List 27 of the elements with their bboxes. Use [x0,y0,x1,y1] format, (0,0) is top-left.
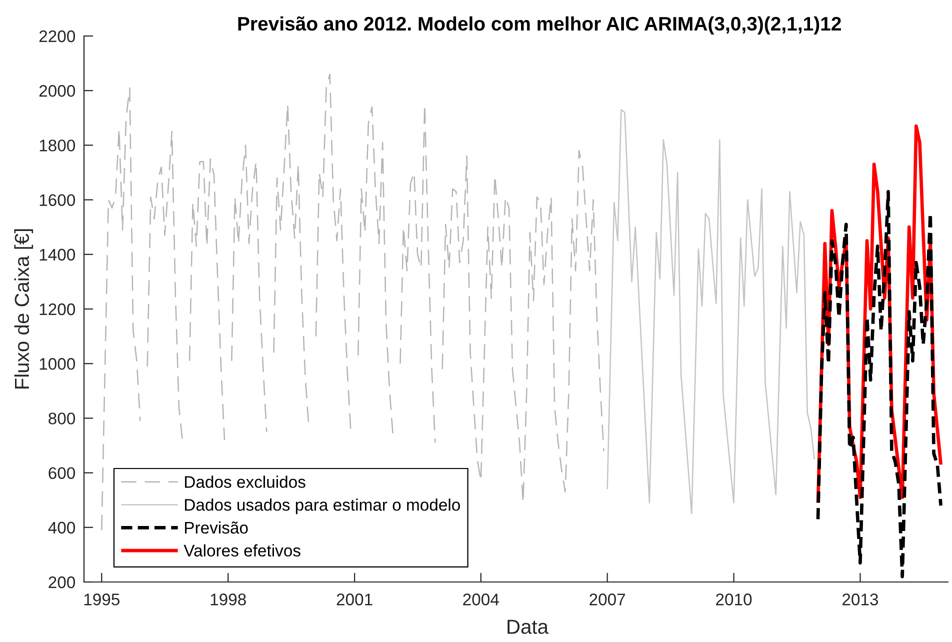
line-series [606,109,816,514]
x-tick-label: 2004 [463,594,499,606]
y-tick-label: 1200 [40,303,76,316]
x-tick-label: 1995 [84,594,120,606]
y-tick-label: 1800 [40,140,76,152]
y-axis-title: Fluxo de Caixa [€] [14,229,34,388]
x-tick-label: 2013 [842,594,878,606]
y-tick-label: 1400 [40,248,76,261]
y-tick-label: 800 [48,412,76,424]
chart-title: Previsão ano 2012. Modelo com melhor AIC ARIMA(3,0,3)(2,1,1)12 [238,16,841,34]
line-series [816,190,943,578]
legend-label: Valores efetivos [184,544,300,557]
x-tick-label: 2010 [716,594,752,606]
y-tick-label: 1000 [40,358,76,370]
legend-label: Dados excluidos [185,476,306,488]
y-tick-label: 2200 [39,30,76,42]
x-axis-title: Data [508,620,548,634]
y-tick-label: 600 [48,467,76,480]
legend-label: Previsão [185,521,248,534]
legend-label: Dados usados para estimar o modelo [185,498,460,514]
x-tick-label: 1998 [210,594,246,606]
y-tick-label: 400 [48,522,76,534]
y-tick-label: 200 [48,576,76,588]
y-tick-label: 1600 [40,194,76,206]
x-tick-label: 2001 [336,594,372,606]
y-tick-label: 2000 [39,85,76,97]
x-tick-label: 2007 [590,594,626,606]
